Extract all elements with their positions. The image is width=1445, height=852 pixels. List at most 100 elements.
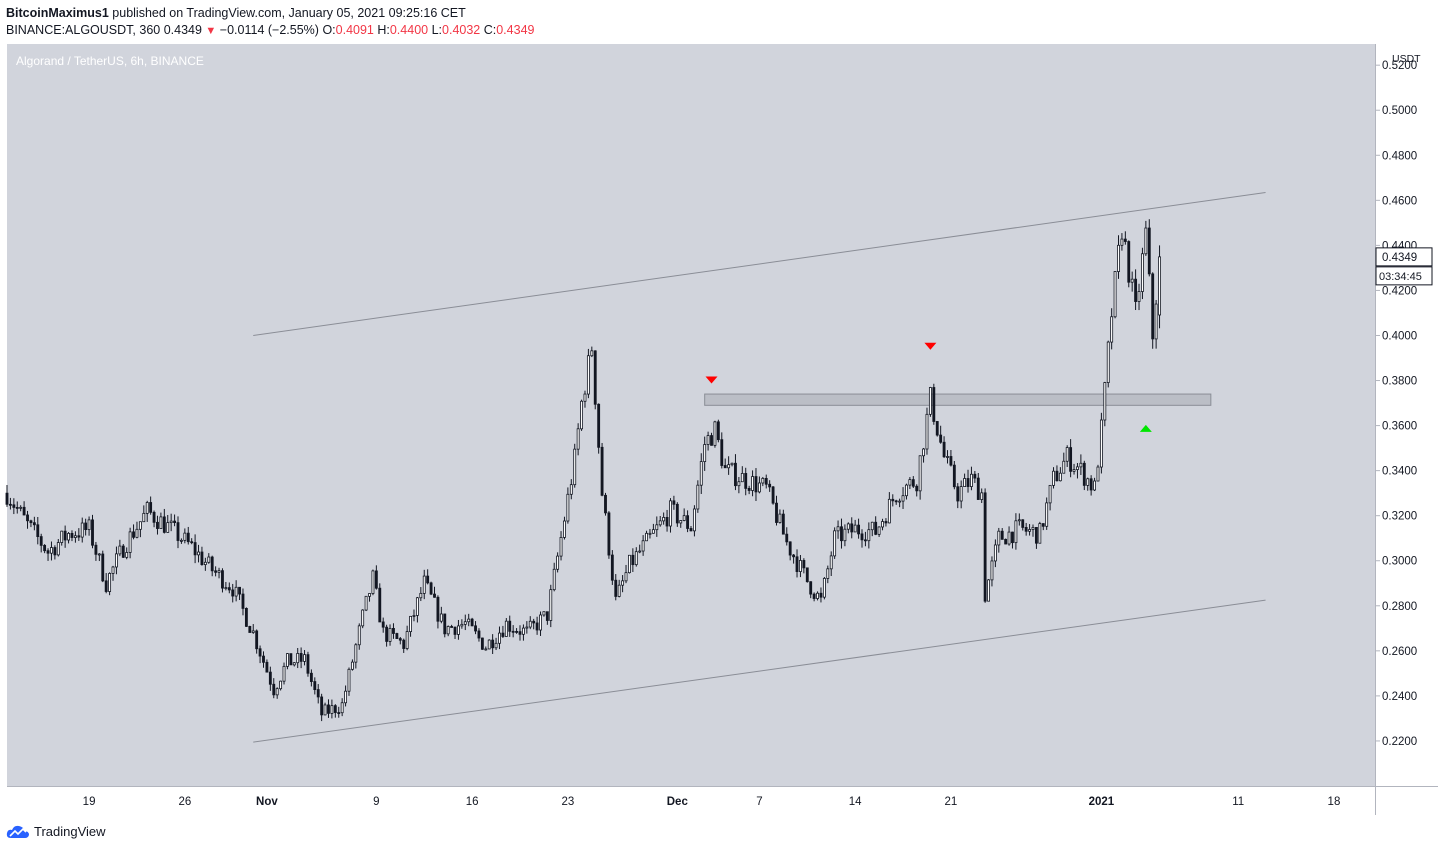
buy-marker-triangle[interactable] bbox=[1139, 424, 1152, 432]
candle-body bbox=[251, 630, 255, 633]
countdown-label: 03:34:45 bbox=[1379, 271, 1422, 283]
candle-body bbox=[210, 556, 214, 572]
candle-body bbox=[156, 521, 159, 529]
candle-body bbox=[457, 625, 460, 635]
candle-body bbox=[959, 486, 963, 502]
candle-body bbox=[1000, 530, 1004, 540]
candle-body bbox=[511, 630, 515, 633]
candle-body bbox=[799, 560, 802, 572]
candle-body bbox=[857, 524, 861, 535]
candle-body bbox=[1076, 466, 1079, 470]
candle-body bbox=[764, 478, 768, 485]
candle-body bbox=[778, 513, 782, 523]
candle-body bbox=[385, 626, 389, 642]
candle-body bbox=[371, 570, 375, 594]
candle-body bbox=[121, 545, 125, 558]
candle-body bbox=[816, 592, 819, 599]
time-scale[interactable] bbox=[7, 786, 1375, 815]
candle-body bbox=[186, 532, 190, 543]
candle-body bbox=[983, 492, 987, 602]
sell-marker-triangle[interactable] bbox=[924, 342, 937, 350]
candle-body bbox=[494, 642, 498, 649]
chart-plot-area[interactable] bbox=[7, 44, 1375, 786]
candle-body bbox=[303, 654, 306, 662]
candle-body bbox=[101, 553, 105, 582]
candle-body bbox=[1069, 447, 1073, 472]
candle-body bbox=[710, 435, 713, 446]
candle-body bbox=[645, 532, 648, 542]
close-label: C: bbox=[483, 23, 497, 37]
channel-lower-line[interactable] bbox=[253, 599, 1266, 743]
candle-body bbox=[655, 524, 659, 531]
candle-body bbox=[1117, 244, 1120, 272]
candle-body bbox=[850, 523, 854, 533]
candle-body bbox=[672, 500, 676, 505]
candle-body bbox=[405, 631, 409, 649]
footer-brand[interactable]: TradingView bbox=[6, 824, 106, 839]
low-label: L: bbox=[431, 23, 443, 37]
candle-body bbox=[108, 573, 112, 592]
candle-body bbox=[669, 500, 672, 527]
candle-body bbox=[980, 492, 984, 500]
candle-body bbox=[970, 473, 973, 487]
candle-body bbox=[183, 532, 187, 541]
candle-body bbox=[1031, 527, 1035, 530]
candle-body bbox=[1004, 538, 1008, 545]
candle-body bbox=[1158, 256, 1161, 316]
x-tick-label: Nov bbox=[256, 796, 278, 808]
candle-body bbox=[327, 704, 330, 714]
candle-body bbox=[723, 465, 727, 469]
candle-body bbox=[8, 503, 12, 506]
candle-body bbox=[508, 620, 512, 632]
candle-body bbox=[631, 554, 635, 566]
candle-body bbox=[381, 621, 385, 628]
candle-body bbox=[1154, 303, 1158, 340]
x-tick-label: 18 bbox=[1328, 796, 1341, 808]
candle-body bbox=[836, 526, 840, 532]
candle-body bbox=[450, 626, 454, 628]
candle-body bbox=[1144, 227, 1148, 255]
x-tick-label: 21 bbox=[945, 796, 958, 808]
candle-body bbox=[956, 486, 960, 502]
candle-body bbox=[819, 592, 823, 598]
candle-body bbox=[617, 584, 621, 597]
candle-body bbox=[166, 522, 170, 533]
candle-body bbox=[569, 484, 573, 495]
candle-body bbox=[932, 387, 936, 422]
candle-body bbox=[781, 513, 785, 535]
candle-body bbox=[179, 539, 183, 542]
channel-upper-line[interactable] bbox=[253, 191, 1266, 336]
candle-body bbox=[870, 521, 874, 531]
candle-body bbox=[357, 625, 361, 646]
candle-body bbox=[282, 665, 286, 682]
candle-body bbox=[915, 485, 919, 492]
price-scale[interactable] bbox=[1375, 44, 1438, 786]
candle-body bbox=[419, 592, 423, 599]
candle-body bbox=[788, 541, 792, 556]
candle-body bbox=[1058, 472, 1062, 482]
candle-body bbox=[528, 620, 532, 628]
candle-body bbox=[737, 481, 741, 487]
candle-body bbox=[402, 639, 406, 649]
resistance-zone[interactable] bbox=[704, 393, 1212, 406]
author-name[interactable]: BitcoinMaximus1 bbox=[6, 6, 109, 20]
candle-body bbox=[744, 473, 748, 489]
candle-body bbox=[77, 535, 81, 538]
candle-body bbox=[1048, 484, 1052, 504]
sell-marker-triangle[interactable] bbox=[705, 376, 718, 384]
candle-body bbox=[436, 596, 440, 622]
candle-body bbox=[539, 614, 542, 631]
candle-body bbox=[771, 486, 775, 504]
symbol-interval: BINANCE:ALGOUSDT, 360 bbox=[6, 23, 161, 37]
candle-body bbox=[1110, 316, 1114, 343]
scale-corner bbox=[1375, 786, 1438, 815]
candle-body bbox=[590, 350, 594, 357]
candle-body bbox=[409, 615, 412, 633]
candle-body bbox=[812, 593, 816, 599]
candle-body bbox=[313, 681, 317, 690]
candle-body bbox=[792, 554, 796, 558]
candle-body bbox=[15, 507, 19, 509]
y-tick-label: 0.2600 bbox=[1382, 646, 1417, 658]
candle-body bbox=[70, 532, 74, 538]
